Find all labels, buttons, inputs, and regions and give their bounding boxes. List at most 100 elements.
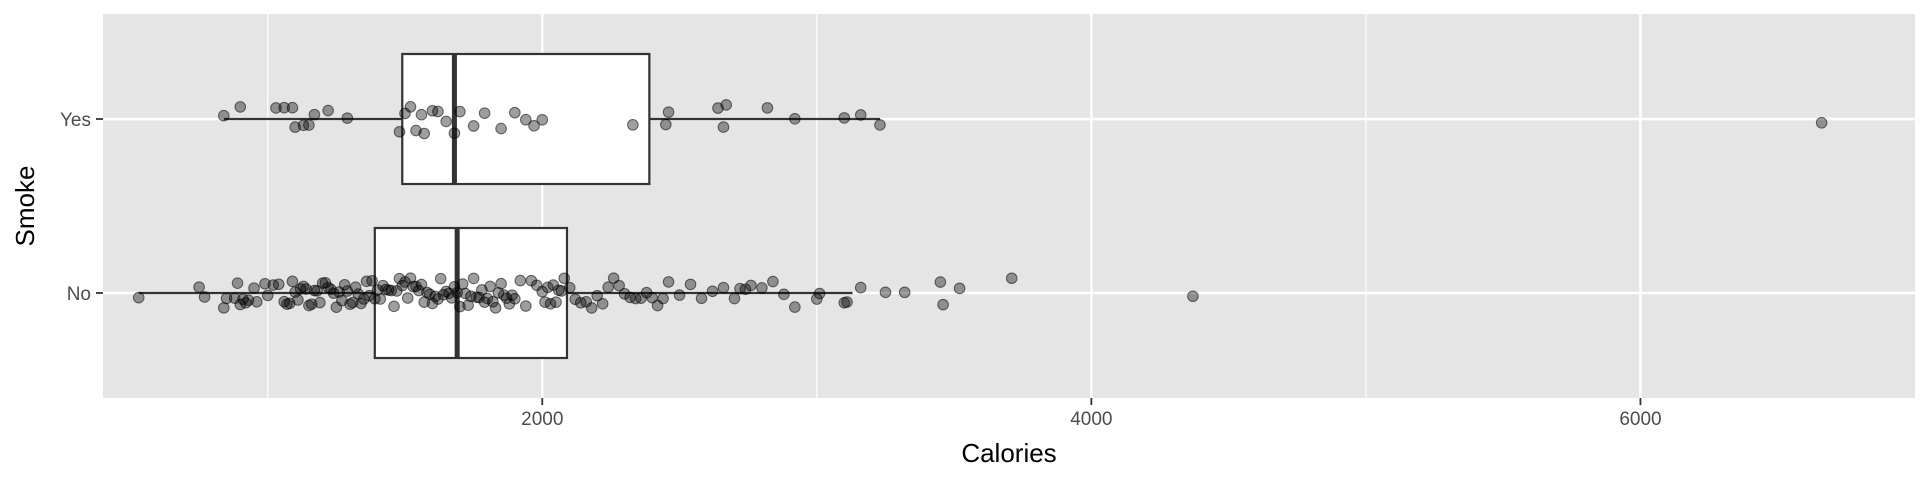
point-no-3 — [218, 302, 230, 314]
axes-layer: 2000 4000 6000 No Yes — [60, 110, 1662, 430]
point-no-16 — [272, 278, 285, 291]
point-yes-7 — [303, 119, 315, 131]
y-tick-label-no: No — [67, 284, 91, 305]
point-no-42 — [347, 296, 359, 309]
point-no-48 — [363, 289, 376, 302]
point-no-111 — [550, 296, 562, 308]
point-no-145 — [778, 288, 790, 301]
point-no-43 — [349, 281, 362, 294]
point-yes-30 — [660, 118, 672, 131]
point-no-156 — [953, 282, 966, 295]
y-axis-title: Smoke — [10, 166, 40, 247]
point-yes-2 — [270, 102, 282, 114]
point-yes-39 — [874, 119, 886, 131]
point-no-134 — [673, 289, 686, 301]
point-no-84 — [462, 299, 474, 311]
point-no-154 — [934, 276, 947, 288]
point-no-132 — [657, 292, 669, 305]
point-no-0 — [132, 291, 145, 304]
point-no-57 — [388, 300, 400, 313]
point-no-30 — [314, 296, 326, 309]
point-no-2 — [198, 291, 211, 303]
point-yes-25 — [509, 106, 521, 119]
point-no-11 — [248, 282, 260, 294]
point-no-143 — [756, 282, 768, 294]
point-no-147 — [811, 293, 823, 305]
point-no-82 — [456, 278, 469, 290]
point-no-39 — [338, 278, 351, 291]
point-yes-10 — [341, 112, 354, 124]
point-no-144 — [767, 275, 779, 288]
point-no-102 — [514, 274, 527, 287]
point-no-6 — [231, 277, 244, 289]
point-no-122 — [602, 281, 614, 294]
x-tick-label-2000: 2000 — [521, 409, 563, 430]
point-yes-26 — [520, 113, 532, 126]
point-no-92 — [484, 280, 496, 293]
point-yes-27 — [528, 120, 540, 132]
point-yes-15 — [415, 108, 428, 121]
point-no-139 — [728, 292, 741, 305]
point-no-52 — [374, 293, 387, 305]
point-yes-33 — [717, 121, 730, 133]
point-yes-35 — [761, 102, 774, 114]
point-yes-3 — [278, 101, 291, 114]
point-yes-0 — [218, 109, 230, 122]
point-no-136 — [695, 292, 708, 305]
point-no-93 — [487, 295, 499, 308]
point-no-74 — [434, 272, 447, 285]
point-no-96 — [495, 277, 507, 290]
point-no-86 — [467, 272, 480, 285]
x-tick-label-6000: 6000 — [1619, 409, 1661, 430]
point-no-152 — [879, 286, 892, 299]
point-yes-29 — [627, 119, 639, 131]
point-no-155 — [937, 298, 949, 311]
point-no-12 — [250, 296, 263, 308]
point-yes-31 — [662, 106, 675, 118]
point-yes-11 — [393, 125, 406, 138]
point-no-157 — [1005, 272, 1018, 285]
point-no-133 — [662, 276, 675, 288]
point-no-137 — [706, 285, 719, 298]
point-yes-28 — [536, 113, 549, 126]
point-no-119 — [585, 302, 598, 314]
point-no-142 — [745, 279, 757, 292]
point-no-120 — [591, 289, 603, 302]
point-yes-36 — [789, 113, 801, 125]
point-yes-1 — [234, 101, 247, 113]
point-no-153 — [898, 286, 911, 299]
point-no-135 — [684, 278, 697, 291]
point-layer — [132, 99, 1828, 314]
point-yes-23 — [478, 107, 491, 119]
point-yes-21 — [454, 105, 466, 118]
point-no-62 — [401, 292, 414, 304]
point-yes-9 — [322, 104, 334, 117]
point-no-121 — [596, 297, 609, 310]
point-no-98 — [500, 292, 513, 304]
point-yes-22 — [467, 120, 480, 132]
point-yes-34 — [720, 99, 733, 111]
point-yes-20 — [448, 127, 461, 140]
point-no-67 — [415, 278, 428, 291]
point-no-20 — [286, 275, 299, 288]
point-yes-19 — [440, 115, 452, 128]
point-no-114 — [558, 272, 571, 285]
point-no-91 — [481, 292, 494, 305]
x-tick-label-4000: 4000 — [1070, 409, 1112, 430]
point-no-14 — [261, 289, 274, 302]
point-no-101 — [509, 292, 521, 305]
point-yes-18 — [432, 105, 444, 118]
point-no-4 — [220, 292, 233, 305]
point-no-158 — [1187, 290, 1199, 303]
point-no-1 — [193, 281, 205, 293]
point-no-146 — [789, 301, 801, 313]
point-no-49 — [366, 274, 378, 287]
point-yes-4 — [286, 101, 299, 114]
y-tick-label-yes: Yes — [60, 110, 91, 131]
point-no-148 — [813, 287, 826, 300]
point-no-103 — [520, 300, 532, 312]
point-no-124 — [613, 279, 625, 292]
point-no-80 — [451, 286, 463, 299]
point-no-151 — [854, 281, 867, 294]
